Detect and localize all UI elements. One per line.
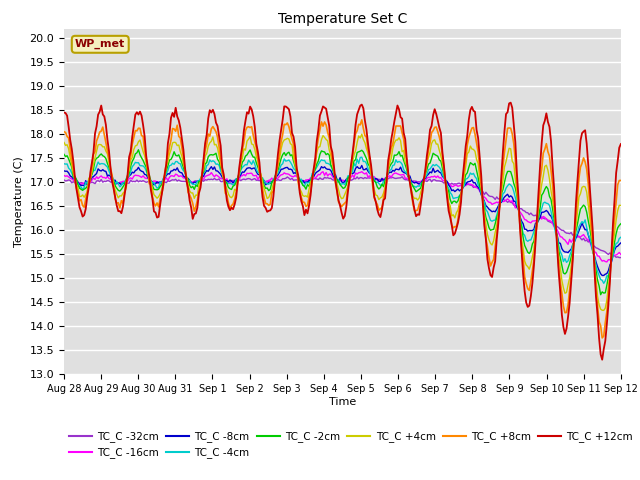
Title: Temperature Set C: Temperature Set C [278,12,407,26]
Legend: TC_C -32cm, TC_C -16cm, TC_C -8cm, TC_C -4cm, TC_C -2cm, TC_C +4cm, TC_C +8cm, T: TC_C -32cm, TC_C -16cm, TC_C -8cm, TC_C … [69,432,633,458]
X-axis label: Time: Time [329,397,356,407]
Text: WP_met: WP_met [75,39,125,49]
Y-axis label: Temperature (C): Temperature (C) [14,156,24,247]
